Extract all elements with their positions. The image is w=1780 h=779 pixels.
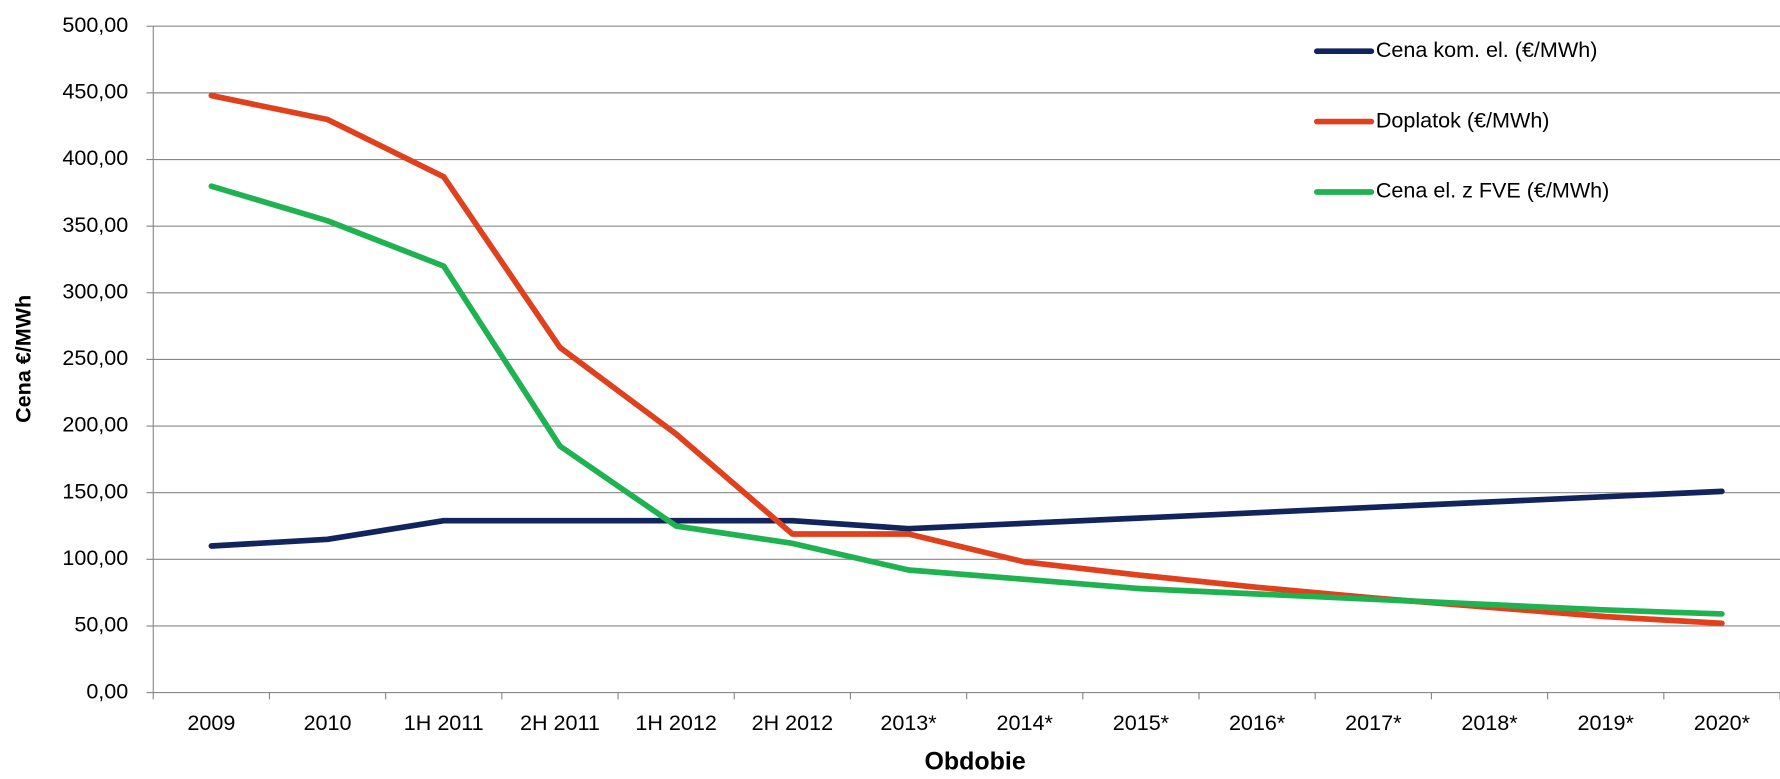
x-tick-label: 2015* [1113, 710, 1170, 735]
legend-label: Cena el. z FVE (€/MWh) [1376, 178, 1609, 203]
x-tick-label: 2020* [1694, 710, 1751, 735]
y-tick-label: 200,00 [62, 412, 128, 437]
x-tick-label: 2H 2012 [752, 710, 833, 735]
series-line [208, 488, 1725, 549]
x-tick-label: 2018* [1461, 710, 1518, 735]
x-tick-label: 2016* [1229, 710, 1286, 735]
y-tick-label: 150,00 [62, 478, 128, 503]
x-tick-label: 2017* [1345, 710, 1402, 735]
y-tick-label: 100,00 [62, 545, 128, 570]
x-tick-label: 1H 2012 [635, 710, 716, 735]
y-tick-label: 500,00 [62, 12, 128, 37]
y-axis-label: Cena €/MWh [11, 295, 36, 423]
x-tick-label: 1H 2011 [404, 710, 484, 735]
x-tick-label: 2019* [1578, 710, 1635, 735]
y-tick-label: 400,00 [62, 145, 128, 170]
x-tick-label: 2009 [187, 710, 235, 735]
series-line [208, 183, 1725, 617]
x-tick-label: 2010 [304, 710, 352, 735]
legend-label: Doplatok (€/MWh) [1376, 107, 1550, 132]
y-tick-label: 0,00 [86, 678, 128, 703]
y-tick-label: 50,00 [74, 612, 128, 637]
x-tick-label: 2013* [880, 710, 937, 735]
x-tick-label: 2H 2011 [520, 710, 600, 735]
x-tick-label: 2014* [997, 710, 1054, 735]
legend-label: Cena kom. el. (€/MWh) [1376, 37, 1598, 62]
y-tick-label: 300,00 [62, 278, 128, 303]
x-axis-label: Obdobie [925, 748, 1026, 776]
y-tick-label: 450,00 [62, 79, 128, 104]
y-tick-label: 350,00 [62, 212, 128, 237]
y-tick-label: 250,00 [62, 345, 128, 370]
